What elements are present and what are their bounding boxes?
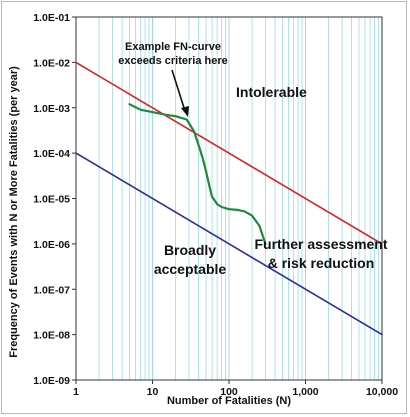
x-tick-label: 10,000 bbox=[366, 386, 398, 398]
example-arrow-head bbox=[181, 106, 189, 117]
intolerable-label: Intolerable bbox=[236, 84, 307, 100]
further-label-line1: Further assessment bbox=[254, 236, 387, 252]
y-tick-label: 1.0E-09 bbox=[33, 375, 70, 387]
y-tick-label: 1.0E-04 bbox=[33, 148, 70, 160]
x-tick-label: 1 bbox=[73, 386, 79, 398]
series-group bbox=[75, 61, 383, 336]
x-tick-labels: 1 10 100 1,000 10,000 bbox=[73, 380, 398, 398]
x-tick-label: 1,000 bbox=[292, 386, 318, 398]
further-label-line2: & risk reduction bbox=[268, 255, 375, 271]
red-criterion-line bbox=[75, 61, 383, 245]
x-axis-title: Number of Fatalities (N) bbox=[167, 395, 291, 407]
y-tick-label: 1.0E-03 bbox=[33, 103, 70, 115]
example-label-line1: Example FN-curve bbox=[125, 41, 221, 53]
x-tick-label: 10 bbox=[147, 386, 159, 398]
example-label-line2: exceeds criteria here bbox=[118, 55, 227, 67]
broadly-label-line2: acceptable bbox=[154, 261, 227, 277]
green-fn-curve bbox=[128, 103, 267, 245]
blue-criterion-line bbox=[75, 152, 383, 336]
y-tick-label: 1.0E-06 bbox=[33, 239, 70, 251]
y-tick-label: 1.0E-05 bbox=[33, 194, 70, 206]
y-tick-labels: 1.0E-01 1.0E-02 1.0E-03 1.0E-04 1.0E-05 1.0E-… bbox=[33, 12, 76, 387]
y-tick-label: 1.0E-08 bbox=[33, 330, 70, 342]
example-arrow-shaft bbox=[171, 69, 186, 112]
y-tick-label: 1.0E-02 bbox=[33, 57, 70, 69]
broadly-label-line1: Broadly bbox=[164, 242, 216, 258]
grid-lines bbox=[98, 17, 379, 380]
y-axis-title: Frequency of Events with N or More Fatal… bbox=[8, 66, 20, 358]
x-tick-label: 100 bbox=[220, 386, 238, 398]
y-tick-label: 1.0E-01 bbox=[33, 12, 70, 24]
y-tick-label: 1.0E-07 bbox=[33, 284, 70, 296]
